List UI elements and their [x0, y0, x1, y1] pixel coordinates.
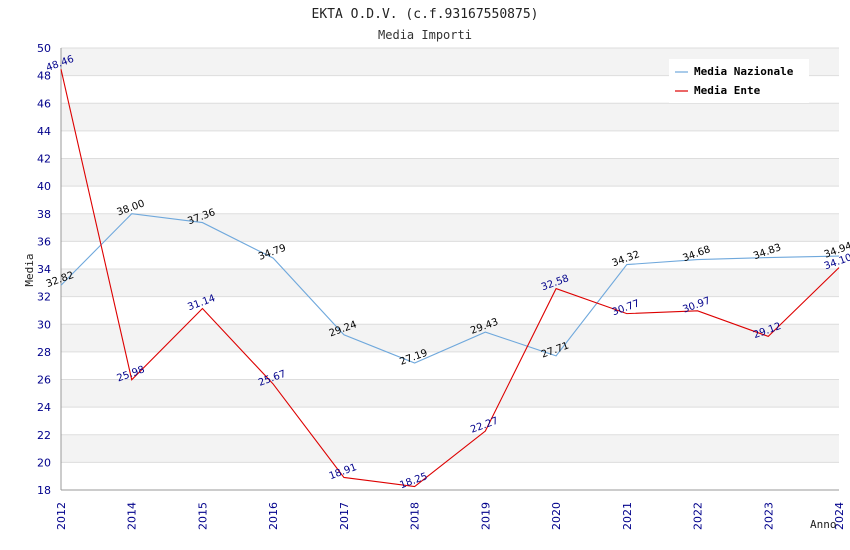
- x-tick-labels: 2012 2014 2015 2016 2017 2018 2019 2020 2021 2022…: [55, 502, 846, 530]
- y-tick-label: 32: [37, 291, 51, 304]
- grid-band: [61, 130, 839, 159]
- y-tick-label: 36: [37, 235, 51, 248]
- y-tick-label: 18: [37, 484, 51, 497]
- y-tick-label: 48: [37, 70, 51, 83]
- y-tick-label: 28: [37, 346, 51, 359]
- y-tick-label: 46: [37, 97, 51, 110]
- grid-band: [61, 351, 839, 380]
- x-tick-label: 2012: [55, 502, 68, 530]
- chart-subtitle: Media Importi: [378, 28, 472, 42]
- y-axis-title: Media: [23, 253, 36, 286]
- y-tick-label: 42: [37, 153, 51, 166]
- y-tick-label: 40: [37, 180, 51, 193]
- legend-box: [669, 59, 809, 103]
- legend-label-media-nazionale: Media Nazionale: [694, 65, 794, 78]
- gridlines: [61, 47, 839, 491]
- series-line-media-nazionale: [60, 213, 840, 364]
- grid-bands: [61, 48, 839, 490]
- grid-band: [61, 158, 839, 187]
- legend-label-media-ente: Media Ente: [694, 84, 761, 97]
- y-tick-label: 38: [37, 208, 51, 221]
- grid-band: [61, 241, 839, 269]
- x-tick-label: 2018: [409, 502, 422, 530]
- grid-band: [61, 379, 839, 408]
- grid-band: [61, 103, 839, 131]
- legend: Media Nazionale Media Ente: [669, 59, 809, 103]
- y-tick-label: 24: [37, 401, 51, 414]
- x-axis-title: Anno: [810, 518, 837, 531]
- x-tick-label: 2024: [833, 502, 846, 530]
- grid-band: [61, 269, 839, 297]
- grid-band: [61, 407, 839, 435]
- grid-band: [61, 462, 839, 490]
- y-tick-label: 50: [37, 42, 51, 55]
- y-tick-labels: 18 20 22 24 26 28 30 32 34 36 38 40 42 44 46 48 50: [37, 42, 51, 497]
- grid-band: [61, 213, 839, 242]
- x-tick-label: 2014: [126, 502, 139, 530]
- y-tick-label: 20: [37, 456, 51, 469]
- grid-band: [61, 186, 839, 214]
- x-tick-label: 2023: [762, 502, 775, 530]
- y-tick-label: 44: [37, 125, 51, 138]
- y-tick-label: 26: [37, 374, 51, 387]
- x-tick-label: 2017: [338, 502, 351, 530]
- y-tick-label: 34: [37, 263, 51, 276]
- x-tick-label: 2021: [621, 502, 634, 530]
- grid-band: [61, 434, 839, 463]
- x-tick-label: 2022: [692, 502, 705, 530]
- series-line-media-ente: [60, 69, 840, 488]
- y-tick-label: 22: [37, 429, 51, 442]
- x-tick-label: 2019: [479, 502, 492, 530]
- chart-title: EKTA O.D.V. (c.f.93167550875): [312, 7, 539, 22]
- y-tick-label: 30: [37, 318, 51, 331]
- x-tick-label: 2015: [196, 502, 209, 530]
- series-lines: [60, 69, 840, 488]
- x-tick-label: 2020: [550, 502, 563, 530]
- x-tick-label: 2016: [267, 502, 280, 530]
